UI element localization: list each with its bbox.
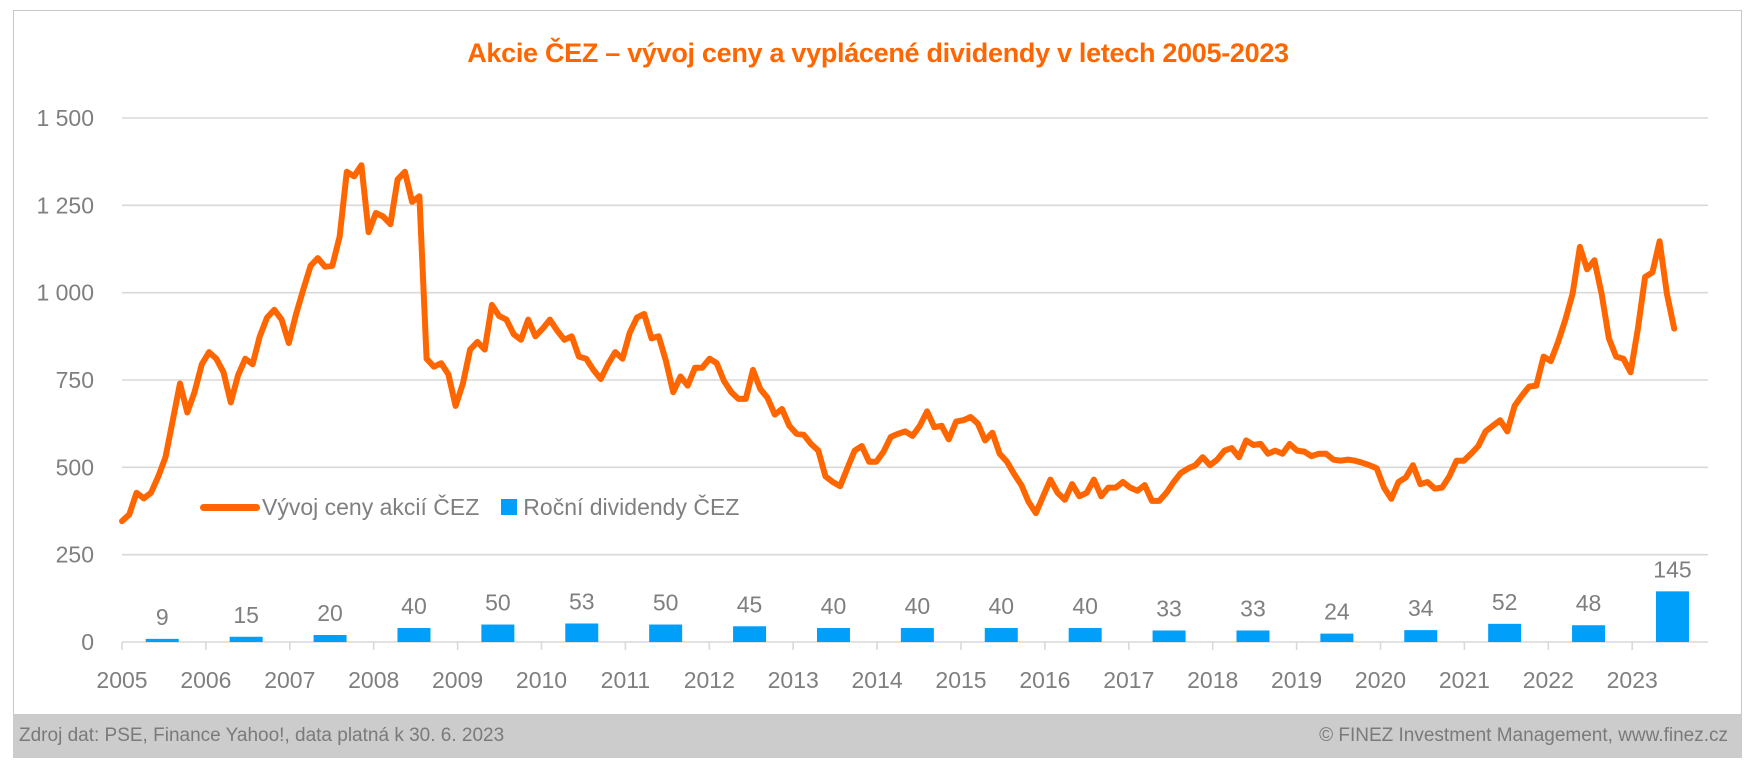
dividend-bar [1236, 630, 1270, 642]
dividend-data-label: 20 [317, 600, 343, 626]
x-tick-label: 2005 [96, 667, 147, 693]
x-tick-label: 2012 [684, 667, 735, 693]
x-tick-label: 2023 [1607, 667, 1658, 693]
legend-bar-label: Roční dividendy ČEZ [523, 493, 740, 520]
dividend-bar [984, 628, 1018, 642]
dividend-data-label: 50 [653, 590, 679, 616]
dividend-data-label: 40 [1072, 593, 1098, 619]
dividend-bar [481, 624, 515, 642]
dividend-bar [649, 624, 683, 642]
x-axis: 2005 2006 2007 2008 2009 2010 2011 2012 2013 2014… [96, 642, 1658, 693]
dividend-data-label: 24 [1324, 599, 1350, 625]
dividend-data-label: 33 [1156, 595, 1182, 621]
legend-line-label: Vývoj ceny akcií ČEZ [262, 493, 480, 520]
y-tick-label: 1 250 [36, 192, 94, 218]
dividend-data-label: 33 [1240, 595, 1266, 621]
x-tick-label: 2015 [935, 667, 986, 693]
dividend-data-label: 145 [1653, 556, 1691, 582]
x-tick-label: 2021 [1439, 667, 1490, 693]
x-tick-label: 2007 [264, 667, 315, 693]
y-tick-label: 1 000 [36, 280, 94, 306]
legend: Vývoj ceny akcií ČEZ Roční dividendy ČEZ [200, 490, 739, 524]
x-tick-label: 2019 [1271, 667, 1322, 693]
y-axis-ticks: 0 250 500 750 1 000 1 250 1 500 [36, 105, 94, 655]
dividend-bar [1320, 633, 1354, 642]
x-tick-label: 2006 [180, 667, 231, 693]
x-tick-label: 2014 [852, 667, 903, 693]
dividend-data-label: 40 [988, 593, 1014, 619]
y-tick-label: 1 500 [36, 105, 94, 131]
legend-bar-swatch [501, 499, 518, 515]
dividend-bar [1152, 630, 1186, 642]
y-tick-label: 250 [56, 542, 94, 568]
dividend-data-label: 45 [737, 591, 763, 617]
dividend-bar [1655, 591, 1689, 642]
dividend-bar [565, 623, 599, 642]
dividend-bar [397, 628, 431, 642]
x-tick-label: 2020 [1355, 667, 1406, 693]
y-tick-label: 500 [56, 454, 94, 480]
dividend-data-label: 40 [905, 593, 931, 619]
x-tick-label: 2018 [1187, 667, 1238, 693]
dividend-bar [733, 626, 767, 642]
dividend-bar [900, 628, 934, 642]
legend-line-swatch [200, 503, 260, 511]
dividend-data-label: 9 [156, 604, 169, 630]
y-tick-label: 0 [81, 629, 94, 655]
dividend-data-label: 50 [485, 590, 511, 616]
x-tick-label: 2010 [516, 667, 567, 693]
footer-copyright: © FINEZ Investment Management, www.finez… [1319, 725, 1728, 746]
dividend-data-label: 34 [1408, 595, 1434, 621]
dividend-bar [313, 635, 347, 642]
dividend-bar [816, 628, 850, 642]
price-line [119, 162, 1678, 525]
dividend-data-label: 53 [569, 588, 595, 614]
chart-frame [13, 10, 1742, 758]
dividend-bar [1068, 628, 1102, 642]
dividend-data-label: 40 [821, 593, 847, 619]
x-tick-label: 2009 [432, 667, 483, 693]
dividend-bar [1404, 630, 1438, 642]
x-tick-label: 2011 [601, 667, 650, 693]
dividend-data-label: 40 [401, 593, 427, 619]
price-line-group [119, 162, 1678, 525]
x-tick-label: 2022 [1523, 667, 1574, 693]
dividend-bar [229, 636, 263, 642]
dividend-bar [145, 638, 179, 642]
x-tick-label: 2017 [1103, 667, 1154, 693]
dividend-data-label: 48 [1576, 590, 1602, 616]
gridlines [122, 117, 1708, 643]
dividend-bar [1488, 623, 1522, 642]
y-tick-label: 750 [56, 367, 94, 393]
dividend-data-labels: 9 15 20 40 50 53 50 45 40 40 40 40 33 33 24 34 52 48 145 [156, 556, 1692, 630]
x-tick-label: 2008 [348, 667, 399, 693]
chart-title: Akcie ČEZ – vývoj ceny a vyplácené divid… [467, 38, 1289, 68]
dividend-data-label: 52 [1492, 589, 1518, 615]
x-tick-label: 2016 [1019, 667, 1070, 693]
footer: Zdroj dat: PSE, Finance Yahoo!, data pla… [13, 714, 1742, 758]
dividend-bars [145, 591, 1689, 642]
x-tick-label: 2013 [768, 667, 819, 693]
dividend-data-label: 15 [233, 602, 259, 628]
footer-source: Zdroj dat: PSE, Finance Yahoo!, data pla… [19, 725, 505, 746]
dividend-bar [1572, 625, 1606, 642]
